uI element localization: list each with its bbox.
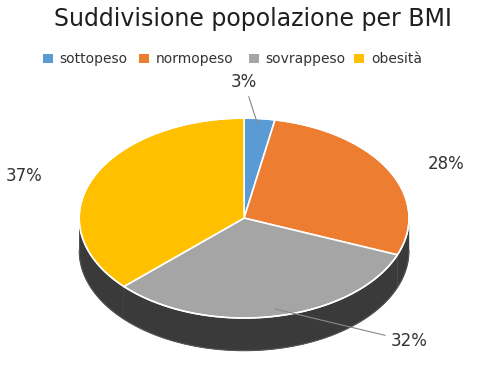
Bar [139, 54, 149, 63]
Text: obesità: obesità [371, 51, 422, 66]
Text: sottopeso: sottopeso [60, 51, 128, 66]
Polygon shape [124, 255, 397, 351]
Bar [354, 54, 364, 63]
Polygon shape [79, 219, 124, 319]
Bar [42, 54, 53, 63]
Text: 32%: 32% [275, 309, 427, 350]
Polygon shape [244, 118, 275, 218]
Text: Suddivisione popolazione per BMI: Suddivisione popolazione per BMI [54, 7, 452, 31]
Text: 37%: 37% [6, 167, 42, 185]
Text: 28%: 28% [427, 155, 464, 173]
Text: normopeso: normopeso [156, 51, 234, 66]
Polygon shape [397, 219, 409, 287]
Polygon shape [124, 218, 397, 318]
Polygon shape [244, 120, 409, 255]
Text: sovrappeso: sovrappeso [266, 51, 346, 66]
Text: 3%: 3% [231, 73, 257, 124]
Bar [248, 54, 259, 63]
Polygon shape [79, 118, 244, 287]
